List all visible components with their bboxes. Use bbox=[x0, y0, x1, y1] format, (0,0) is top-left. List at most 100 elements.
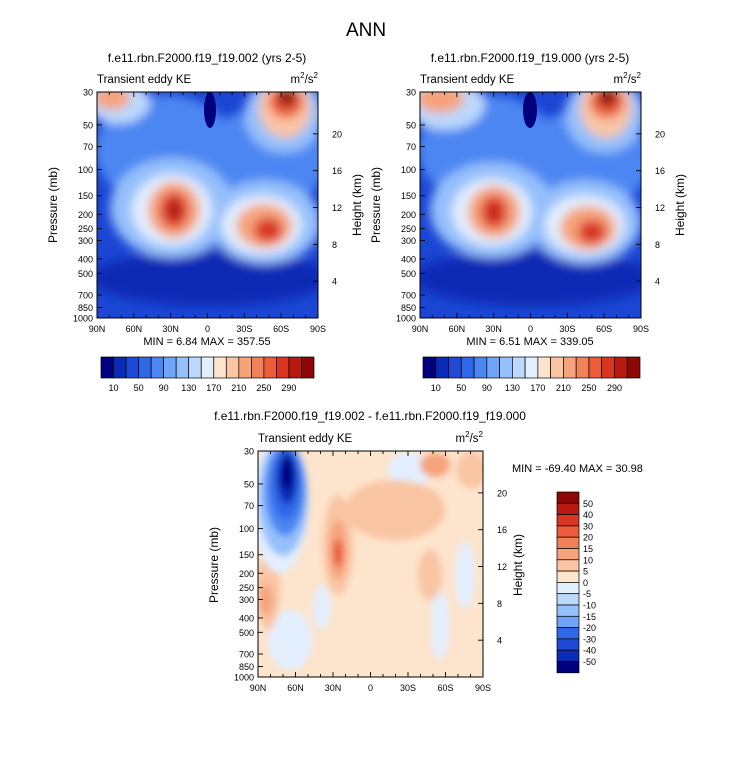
y-tick-label: 30 bbox=[244, 447, 254, 457]
colorbar-swatch bbox=[556, 615, 580, 628]
y-tick-label: 700 bbox=[78, 291, 93, 301]
height-tick-label: 16 bbox=[332, 166, 342, 176]
colorbar-swatch bbox=[435, 356, 449, 379]
height-tick-label: 8 bbox=[332, 240, 337, 250]
colorbar-swatch bbox=[556, 593, 580, 606]
panel-title: f.e11.rbn.F2000.f19_f19.000 (yrs 2-5) bbox=[431, 51, 630, 65]
colorbar-label: 50 bbox=[134, 383, 144, 393]
y-tick-label: 500 bbox=[78, 269, 93, 279]
colorbar-label: -40 bbox=[583, 646, 596, 656]
x-tick-label: 0 bbox=[528, 324, 533, 334]
x-tick-label: 90S bbox=[310, 324, 326, 334]
y-axis-label-right: Height (km) bbox=[673, 174, 687, 236]
y-axis-label-right: Height (km) bbox=[350, 174, 364, 236]
y-tick-label: 850 bbox=[239, 662, 254, 672]
colorbar-label: 170 bbox=[530, 383, 545, 393]
colorbar-label: 10 bbox=[109, 383, 119, 393]
y-tick-label: 100 bbox=[239, 524, 254, 534]
colorbar-swatch bbox=[213, 356, 227, 379]
y-tick-label: 400 bbox=[401, 254, 416, 264]
y-tick-label: 50 bbox=[83, 120, 93, 130]
colorbar-label: 40 bbox=[583, 510, 593, 520]
x-tick-label: 60S bbox=[273, 324, 289, 334]
height-tick-label: 16 bbox=[497, 525, 507, 535]
y-tick-label: 500 bbox=[401, 269, 416, 279]
y-tick-label: 200 bbox=[401, 210, 416, 220]
x-tick-label: 90N bbox=[89, 324, 106, 334]
colorbar-label: -30 bbox=[583, 634, 596, 644]
contour-field bbox=[258, 451, 483, 677]
y-axis-label: Pressure (mb) bbox=[369, 167, 383, 243]
colorbar-swatch bbox=[288, 356, 302, 379]
y-tick-label: 250 bbox=[239, 583, 254, 593]
panel-control-002: f.e11.rbn.F2000.f19_f19.002 (yrs 2-5) Tr… bbox=[46, 51, 364, 348]
colorbar-swatch bbox=[556, 491, 580, 504]
colorbar-swatch bbox=[422, 356, 437, 379]
colorbar-label: 210 bbox=[231, 383, 246, 393]
y-axis-label-right: Height (km) bbox=[511, 534, 525, 596]
height-tick-label: 12 bbox=[655, 203, 665, 213]
panel-control-000: f.e11.rbn.F2000.f19_f19.000 (yrs 2-5) Tr… bbox=[369, 51, 687, 348]
contour-field bbox=[97, 92, 318, 318]
colorbar-label: 0 bbox=[583, 578, 588, 588]
colorbar-swatch bbox=[556, 570, 580, 583]
colorbar-swatch bbox=[499, 356, 513, 379]
x-tick-label: 30N bbox=[485, 324, 502, 334]
colorbar-swatch bbox=[563, 356, 577, 379]
y-tick-label: 300 bbox=[78, 236, 93, 246]
colorbar-label: 50 bbox=[583, 499, 593, 509]
colorbar-label: 50 bbox=[456, 383, 466, 393]
colorbar-swatch bbox=[575, 356, 590, 379]
x-tick-label: 0 bbox=[368, 683, 373, 693]
colorbar-label: 170 bbox=[206, 383, 221, 393]
colorbar-swatch bbox=[125, 356, 139, 379]
y-tick-label: 50 bbox=[406, 120, 416, 130]
colorbar-swatch bbox=[448, 356, 462, 379]
height-tick-label: 8 bbox=[497, 599, 502, 609]
contour-field bbox=[420, 92, 641, 318]
y-axis-label: Pressure (mb) bbox=[46, 167, 60, 243]
units-label: m2/s2 bbox=[291, 71, 319, 86]
y-tick-label: 400 bbox=[239, 613, 254, 623]
height-tick-label: 20 bbox=[332, 129, 342, 139]
height-tick-label: 8 bbox=[655, 240, 660, 250]
colorbar-swatch bbox=[460, 356, 475, 379]
colorbar-swatch bbox=[238, 356, 252, 379]
height-tick-labels: 20 16 12 8 4 bbox=[478, 488, 507, 646]
colorbar-swatch bbox=[512, 356, 526, 379]
colorbar-swatch bbox=[100, 356, 114, 379]
variable-label: Transient eddy KE bbox=[97, 74, 192, 86]
colorbar-label: -15 bbox=[583, 612, 596, 622]
x-tick-label: 60S bbox=[596, 324, 612, 334]
colorbar-ke-left: 10 50 90 130 170 210 250 290 bbox=[100, 356, 315, 393]
x-tick-label: 90N bbox=[412, 324, 429, 334]
y-tick-label: 1000 bbox=[73, 314, 93, 324]
x-tick-label: 30N bbox=[162, 324, 179, 334]
y-tick-label: 700 bbox=[401, 291, 416, 301]
colorbar-label: -5 bbox=[583, 589, 591, 599]
y-tick-label: 30 bbox=[406, 88, 416, 98]
y-tick-label: 70 bbox=[244, 501, 254, 511]
colorbar-swatch bbox=[556, 559, 580, 572]
colorbar-swatch bbox=[150, 356, 164, 379]
y-tick-label: 250 bbox=[401, 224, 416, 234]
colorbar-label: 10 bbox=[583, 555, 593, 565]
x-tick-label: 30S bbox=[559, 324, 575, 334]
colorbar-swatch bbox=[225, 356, 240, 379]
colorbar-swatch bbox=[276, 356, 290, 379]
min-max-stats: MIN = 6.51 MAX = 339.05 bbox=[466, 336, 593, 348]
colorbar-label: 130 bbox=[505, 383, 520, 393]
height-tick-label: 12 bbox=[497, 562, 507, 572]
colorbar-swatch bbox=[556, 548, 580, 561]
colorbar-label: 5 bbox=[583, 567, 588, 577]
y-tick-label: 1000 bbox=[234, 673, 254, 683]
x-tick-label: 90N bbox=[250, 683, 267, 693]
x-tick-label: 30N bbox=[325, 683, 342, 693]
units-label: m2/s2 bbox=[614, 71, 642, 86]
height-tick-label: 16 bbox=[655, 166, 665, 176]
x-tick-label: 90S bbox=[475, 683, 491, 693]
colorbar-swatch bbox=[175, 356, 190, 379]
